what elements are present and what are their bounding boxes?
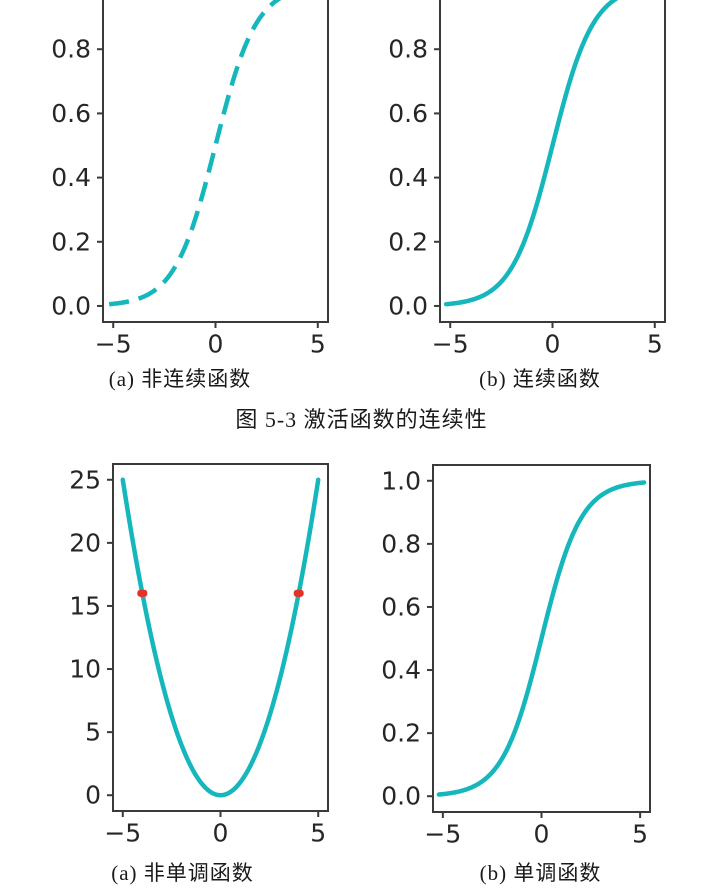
y-tick-label: 0.4 [388,163,428,192]
x-tick-label: −5 [432,329,469,358]
sigmoid-curve [436,480,647,797]
y-tick-label: 0 [85,781,101,810]
plot-frame [439,0,666,323]
panel-caption-continuous: (b) 连续函数 [479,367,601,391]
marker-point [137,589,148,597]
y-tick-label: 0.8 [51,35,91,64]
y-tick-label: 0.8 [388,35,428,64]
y-tick-label: 20 [69,528,101,557]
y-tick-label: 0.4 [381,656,421,685]
panel-caption-monotonic: (b) 单调函数 [479,861,602,885]
y-tick-label: 0.2 [388,227,428,256]
y-tick-label: 0.2 [381,719,421,748]
figure-title: 图 5-3 激活函数的连续性 [235,407,488,432]
sigmoid-curve [443,0,619,307]
x-tick-label: −5 [424,819,461,848]
x-tick-label: 0 [534,819,550,848]
sigmoid-curve [108,0,282,307]
chart-continuous-sigmoid: −5 0 5 0.0 0.2 0.4 0.6 0.8 [388,0,666,358]
y-tick-label: 1.0 [381,466,421,495]
y-tick-label: 0.4 [51,163,91,192]
parabola-curve [120,477,321,798]
y-tick-label: 0.6 [381,592,421,621]
y-tick-label: 0.2 [51,227,91,256]
x-tick-label: 0 [208,329,224,358]
y-tick-label: 0.0 [388,291,428,320]
y-tick-label: 0.8 [381,529,421,558]
y-tick-label: 0.6 [51,99,91,128]
chart-monotonic-sigmoid: −5 0 5 0.0 0.2 0.4 0.6 0.8 1.0 [381,464,651,848]
y-tick-label: 0.6 [388,99,428,128]
panel-caption-noncontinuous: (a) 非连续函数 [108,367,252,391]
x-tick-label: 0 [545,329,561,358]
x-tick-label: −5 [95,329,132,358]
marker-point [293,589,304,597]
y-tick-label: 5 [85,718,101,747]
plot-frame [112,463,329,812]
y-tick-label: 0.0 [51,291,91,320]
x-tick-label: −5 [104,818,141,847]
plot-frame [102,0,329,323]
y-tick-label: 10 [69,655,101,684]
x-tick-label: 5 [310,329,326,358]
x-tick-label: 5 [310,818,326,847]
chart-discontinuous-sigmoid: −5 0 5 0.0 0.2 0.4 0.6 0.8 [51,0,329,358]
x-tick-label: 0 [213,818,229,847]
y-tick-label: 0.0 [381,782,421,811]
y-tick-label: 25 [69,465,101,494]
x-tick-label: 5 [632,819,648,848]
panel-caption-nonmonotonic: (a) 非单调函数 [111,861,254,885]
y-tick-label: 15 [69,591,101,620]
x-tick-label: 5 [647,329,663,358]
